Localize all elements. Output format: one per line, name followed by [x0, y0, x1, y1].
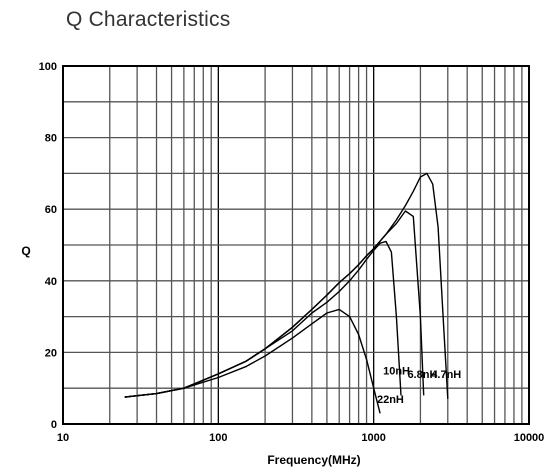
- y-axis-label: Q: [21, 244, 30, 258]
- x-tick-label: 10000: [514, 432, 545, 444]
- y-tick-label: 80: [45, 133, 57, 145]
- y-tick-label: 20: [45, 347, 57, 359]
- curves: [124, 172, 449, 414]
- curve-label: 6.8nH: [407, 369, 437, 381]
- curve-label: 22nH: [377, 394, 404, 406]
- y-tick-label: 40: [45, 276, 57, 288]
- x-tick-label: 100: [209, 432, 227, 444]
- curve-label: 4.7nH: [431, 369, 461, 381]
- chart-title: Q Characteristics: [66, 8, 231, 31]
- x-tick-label: 10: [57, 432, 69, 444]
- y-tick-label: 0: [51, 419, 57, 431]
- curve-10nh: [124, 240, 402, 398]
- curve-label: 10nH: [383, 365, 410, 377]
- curve-4-7nh: [124, 172, 449, 399]
- curve-22nh: [124, 308, 381, 414]
- plot-frame: [62, 65, 530, 425]
- grid-lines: [63, 66, 529, 424]
- curve-6-8nh: [124, 210, 425, 398]
- tick-labels: 0 20 40 60 80 100 10 100 1000 10000: [39, 61, 545, 444]
- y-tick-label: 60: [45, 204, 57, 216]
- x-axis-label: Frequency(MHz): [267, 453, 360, 467]
- y-tick-label: 100: [39, 61, 57, 73]
- x-tick-label: 1000: [361, 432, 385, 444]
